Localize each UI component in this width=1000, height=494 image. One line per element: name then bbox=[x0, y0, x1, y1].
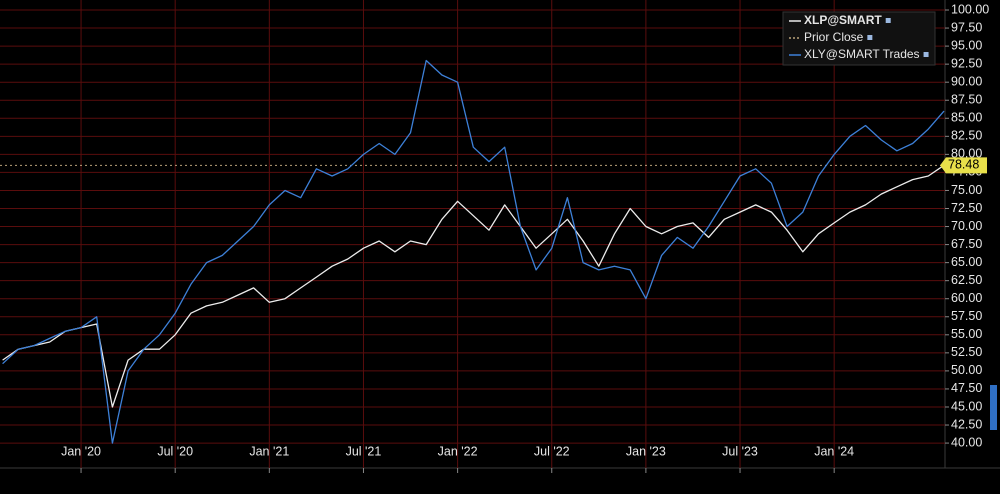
y-tick-label: 42.50 bbox=[951, 417, 982, 431]
y-tick-label: 72.50 bbox=[951, 201, 982, 215]
plot bbox=[0, 59, 945, 444]
series-line bbox=[2, 164, 945, 408]
y-tick-label: 97.50 bbox=[951, 20, 982, 34]
x-tick-label: Jan '23 bbox=[626, 444, 666, 458]
y-tick-label: 60.00 bbox=[951, 291, 982, 305]
legend-icon bbox=[867, 35, 873, 40]
grid bbox=[0, 0, 945, 468]
y-tick-label: 82.50 bbox=[951, 129, 982, 143]
x-tick-label: Jan '22 bbox=[438, 444, 478, 458]
price-tag bbox=[940, 157, 987, 174]
y-tick-label: 65.00 bbox=[951, 255, 982, 269]
legend-label: XLP@SMART bbox=[804, 13, 882, 27]
x-tick-label: Jul '23 bbox=[722, 444, 758, 458]
x-tick-label: Jul '20 bbox=[157, 444, 193, 458]
y-tick-label: 85.00 bbox=[951, 111, 982, 125]
y-tick-label: 87.50 bbox=[951, 93, 982, 107]
y-tick-label: 75.00 bbox=[951, 183, 982, 197]
legend: XLP@SMART Prior Close XLY@SMART Trades bbox=[782, 11, 936, 66]
x-tick-label: Jul '22 bbox=[534, 444, 570, 458]
y-tick-label: 80.00 bbox=[951, 147, 982, 161]
y-tick-label: 95.00 bbox=[951, 38, 982, 52]
scroll-handle[interactable] bbox=[990, 385, 997, 430]
x-tick-label: Jan '20 bbox=[61, 444, 101, 458]
y-tick-label: 40.00 bbox=[951, 435, 982, 449]
series-line bbox=[2, 59, 945, 444]
price-tag-label: 78.48 bbox=[948, 158, 979, 172]
y-tick-label: 62.50 bbox=[951, 273, 982, 287]
y-tick-label: 45.00 bbox=[951, 399, 982, 413]
y-tick-label: 100.00 bbox=[951, 2, 989, 16]
x-tick-label: Jan '21 bbox=[249, 444, 289, 458]
legend-icon bbox=[923, 52, 929, 57]
y-tick-label: 47.50 bbox=[951, 381, 982, 395]
legend-label: XLY@SMART Trades bbox=[804, 47, 920, 61]
y-tick-label: 55.00 bbox=[951, 327, 982, 341]
x-tick-label: Jul '21 bbox=[346, 444, 382, 458]
legend-box bbox=[782, 11, 936, 66]
y-tick-label: 50.00 bbox=[951, 363, 982, 377]
legend-icon bbox=[885, 18, 891, 23]
y-tick-label: 57.50 bbox=[951, 309, 982, 323]
x-tick-label: Jan '24 bbox=[814, 444, 854, 458]
y-tick-label: 67.50 bbox=[951, 237, 982, 251]
y-tick-label: 90.00 bbox=[951, 74, 982, 88]
y-tick-label: 92.50 bbox=[951, 56, 982, 70]
y-tick-label: 52.50 bbox=[951, 345, 982, 359]
axes: 40.00 42.50 45.00 47.50 50.00 52.50 55.00 57.50… bbox=[61, 2, 989, 473]
legend-label: Prior Close bbox=[804, 30, 864, 44]
y-tick-label: 70.00 bbox=[951, 219, 982, 233]
